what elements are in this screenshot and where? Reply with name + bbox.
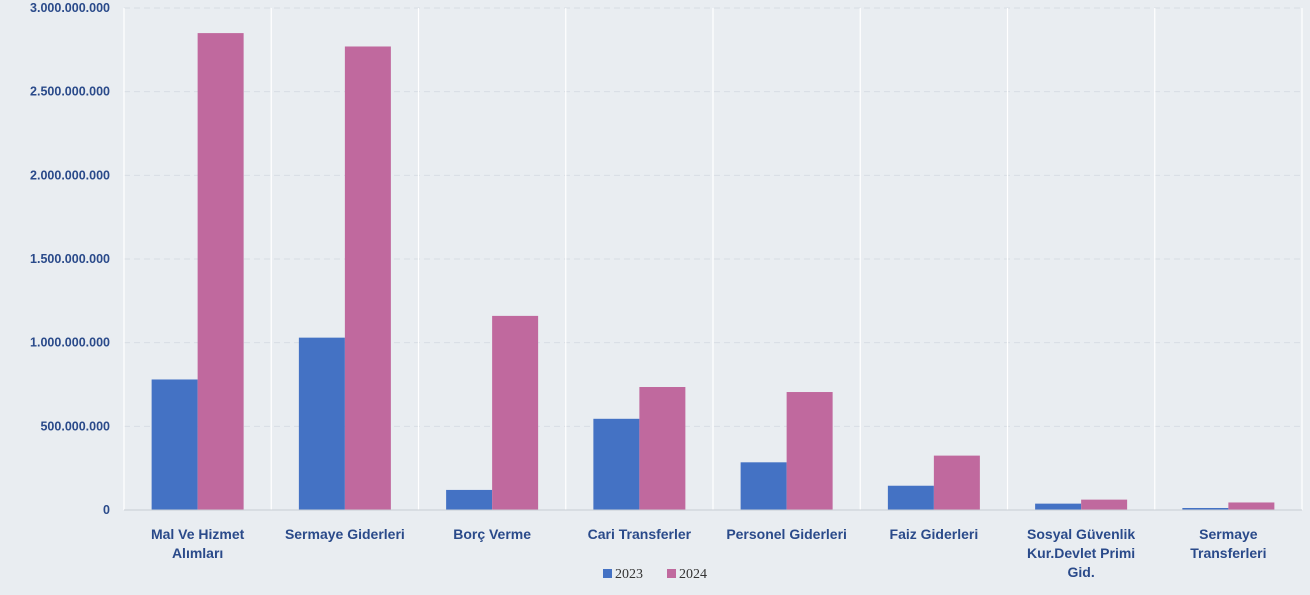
x-tick-label: Sosyal Güvenlik Kur.Devlet Primi Gid. [1027, 526, 1135, 580]
legend-swatch-2024 [667, 569, 676, 578]
x-tick-label: Sermaye Giderleri [285, 526, 405, 542]
x-tick-label: Cari Transferler [588, 526, 692, 542]
bar-2024-1 [344, 46, 391, 511]
x-tick-label: Faiz Giderleri [890, 526, 979, 542]
bar-2024-6 [1081, 499, 1128, 510]
bar-2023-2 [446, 489, 493, 510]
legend-label-2023: 2023 [615, 567, 643, 582]
y-tick-label: 2.000.000.000 [30, 168, 110, 182]
bar-2024-5 [933, 455, 980, 510]
y-tick-label: 0 [103, 503, 110, 517]
y-tick-label: 1.000.000.000 [30, 336, 110, 350]
y-tick-label: 2.500.000.000 [30, 85, 110, 99]
y-axis-ticks: 0 500.000.000 1.000.000.000 1.500.000.000 2.… [30, 1, 110, 517]
y-tick-label: 3.000.000.000 [30, 1, 110, 15]
y-tick-label: 500.000.000 [40, 419, 110, 433]
legend-label-2024: 2024 [679, 567, 707, 582]
bar-2024-0 [197, 33, 244, 510]
bar-2024-3 [639, 387, 686, 510]
bar-2023-0 [151, 379, 198, 510]
bar-2023-5 [887, 485, 934, 510]
legend-swatch-2023 [603, 569, 612, 578]
bar-2023-6 [1035, 503, 1082, 510]
y-tick-label: 1.500.000.000 [30, 252, 110, 266]
x-tick-label: Borç Verme [453, 526, 531, 542]
bar-2024-2 [492, 315, 539, 510]
legend: 2023 2024 [603, 567, 707, 582]
bar-2023-1 [298, 337, 345, 510]
bar-2024-4 [786, 392, 833, 510]
x-tick-label: Personel Giderleri [726, 526, 847, 542]
x-axis-labels: Mal Ve Hizmet Alımları Sermaye Giderleri Bo… [151, 526, 1267, 580]
bar-2024-7 [1228, 502, 1275, 510]
x-tick-label: Sermaye Transferleri [1190, 526, 1266, 561]
x-tick-label: Mal Ve Hizmet Alımları [151, 526, 245, 561]
gridlines [123, 7, 1303, 510]
bar-2023-7 [1182, 507, 1229, 510]
bars [151, 33, 1275, 511]
bar-2023-3 [593, 418, 640, 510]
bar-2023-4 [740, 462, 787, 510]
